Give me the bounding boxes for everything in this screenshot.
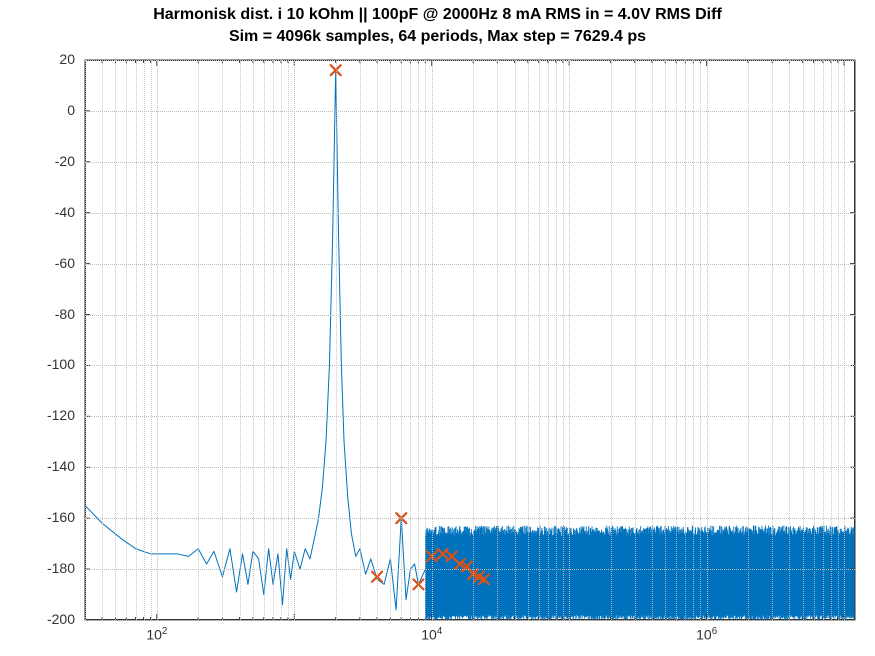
gridline-v-minor [85, 60, 86, 620]
gridline-h [85, 264, 855, 265]
gridline-v-minor [814, 60, 815, 620]
gridline-h [85, 162, 855, 163]
ytick-label: -20 [0, 153, 75, 169]
gridline-v-minor [377, 60, 378, 620]
gridline-v-minor [253, 60, 254, 620]
gridline-h [85, 213, 855, 214]
gridline-v-minor [425, 60, 426, 620]
ytick-label: -40 [0, 204, 75, 220]
xtick-label: 106 [677, 626, 737, 643]
gridline-v-minor [685, 60, 686, 620]
gridline-v-minor [665, 60, 666, 620]
ytick-label: -140 [0, 458, 75, 474]
ytick-label: -100 [0, 356, 75, 372]
gridline-h [85, 569, 855, 570]
ytick-label: -160 [0, 509, 75, 525]
gridline-h [85, 416, 855, 417]
gridline-v-minor [473, 60, 474, 620]
gridline-v-minor [539, 60, 540, 620]
gridline-v-minor [136, 60, 137, 620]
gridline-h [85, 467, 855, 468]
gridline-v-minor [772, 60, 773, 620]
gridline-v-minor [515, 60, 516, 620]
gridline-v-minor [497, 60, 498, 620]
gridline-v-minor [198, 60, 199, 620]
gridline-v-minor [273, 60, 274, 620]
spectrum-line [85, 70, 855, 610]
gridline-v-minor [264, 60, 265, 620]
gridline-v-minor [823, 60, 824, 620]
ytick-label: -180 [0, 560, 75, 576]
gridline-v-minor [563, 60, 564, 620]
gridline-v-major [844, 60, 845, 620]
plot-svg [0, 0, 875, 656]
gridline-v-minor [611, 60, 612, 620]
ytick-label: -80 [0, 306, 75, 322]
gridline-v-minor [418, 60, 419, 620]
gridline-v-major [707, 60, 708, 620]
ytick-label: 20 [0, 51, 75, 67]
gridline-v-minor [556, 60, 557, 620]
chart-container: Harmonisk dist. i 10 kOhm || 100pF @ 200… [0, 0, 875, 656]
ytick-label: -120 [0, 407, 75, 423]
gridline-h [85, 365, 855, 366]
gridline-v-minor [115, 60, 116, 620]
gridline-v-minor [102, 60, 103, 620]
gridline-v-minor [360, 60, 361, 620]
ytick-label: -200 [0, 611, 75, 627]
gridline-v-minor [144, 60, 145, 620]
gridline-v-minor [288, 60, 289, 620]
gridline-v-minor [748, 60, 749, 620]
gridline-v-minor [652, 60, 653, 620]
gridline-v-major [294, 60, 295, 620]
gridline-v-minor [635, 60, 636, 620]
gridline-h [85, 111, 855, 112]
gridline-v-minor [838, 60, 839, 620]
gridline-v-minor [240, 60, 241, 620]
gridline-v-minor [693, 60, 694, 620]
gridline-v-minor [336, 60, 337, 620]
gridline-v-minor [789, 60, 790, 620]
gridline-v-major [432, 60, 433, 620]
gridline-v-minor [548, 60, 549, 620]
gridline-h [85, 60, 855, 61]
gridline-v-minor [410, 60, 411, 620]
gridline-v-minor [831, 60, 832, 620]
ytick-label: 0 [0, 102, 75, 118]
gridline-h [85, 315, 855, 316]
gridline-v-minor [528, 60, 529, 620]
gridline-v-minor [281, 60, 282, 620]
gridline-v-minor [126, 60, 127, 620]
xtick-label: 102 [127, 626, 187, 643]
gridline-v-minor [222, 60, 223, 620]
gridline-v-minor [700, 60, 701, 620]
gridline-v-minor [803, 60, 804, 620]
gridline-h [85, 518, 855, 519]
ytick-label: -60 [0, 255, 75, 271]
gridline-v-major [569, 60, 570, 620]
gridline-h [85, 620, 855, 621]
gridline-v-minor [390, 60, 391, 620]
gridline-v-major [157, 60, 158, 620]
gridline-v-minor [401, 60, 402, 620]
xtick-label: 104 [402, 626, 462, 643]
gridline-v-minor [676, 60, 677, 620]
gridline-v-minor [151, 60, 152, 620]
